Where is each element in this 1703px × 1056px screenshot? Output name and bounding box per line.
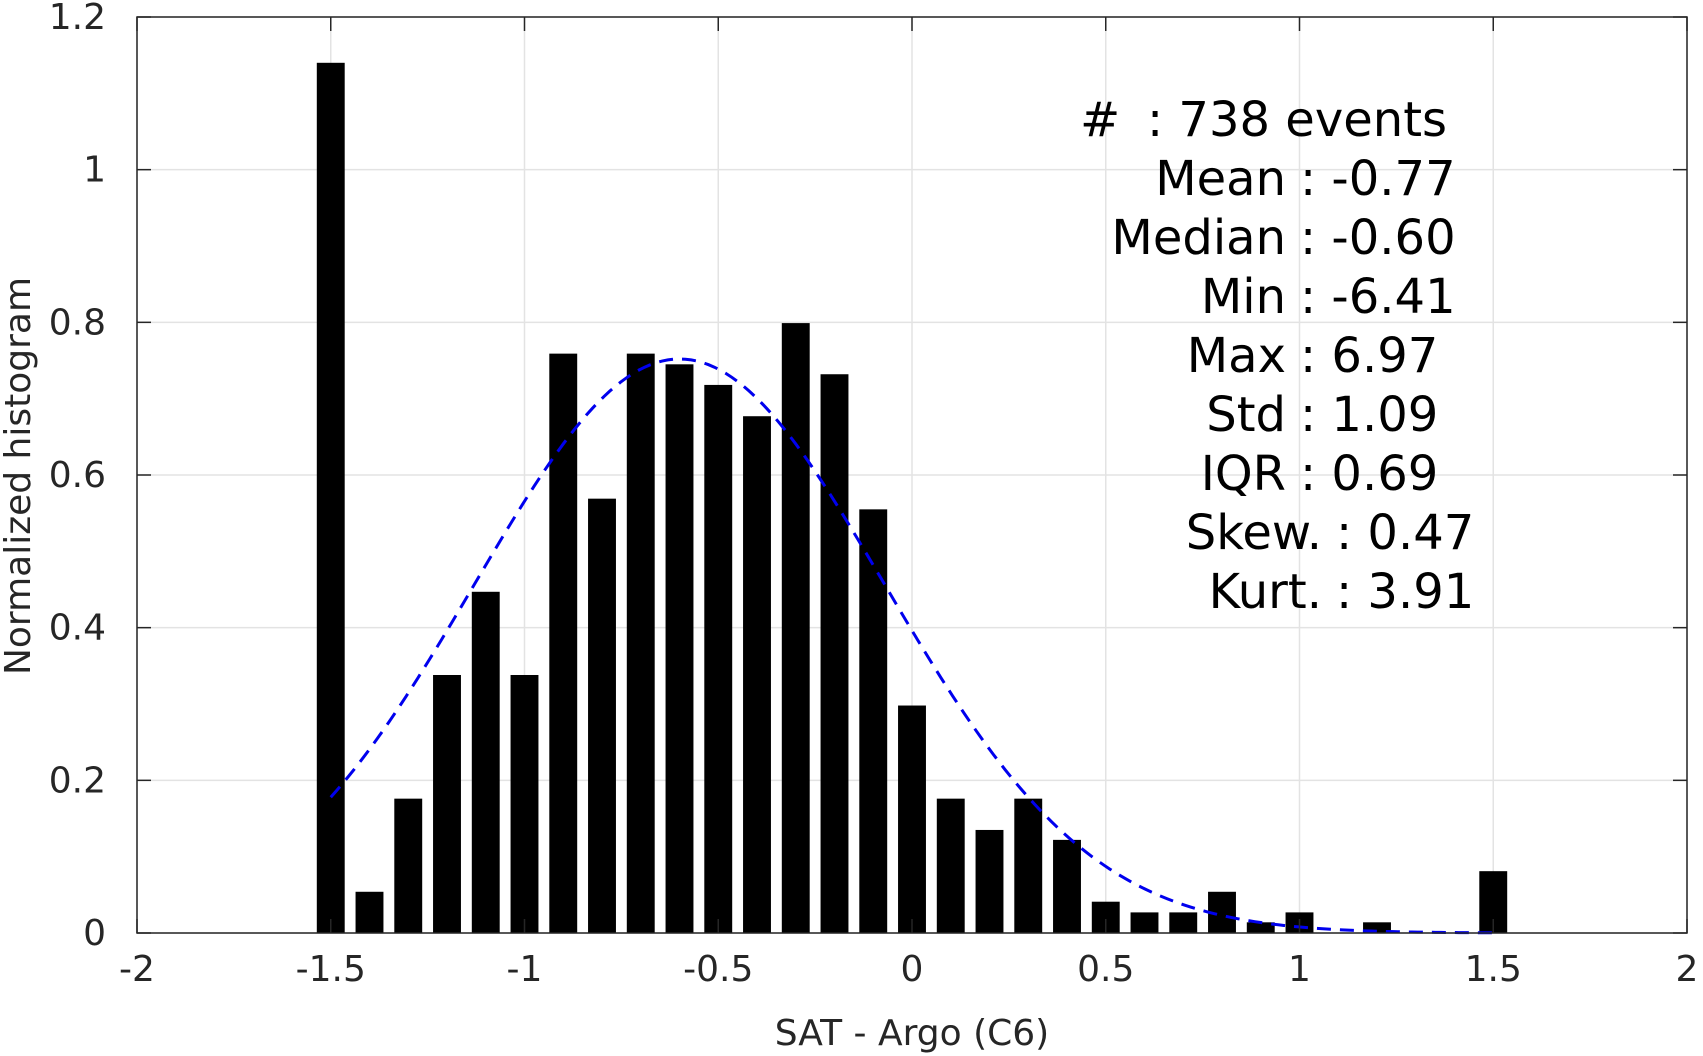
stat-value: : 738 events — [1147, 92, 1447, 148]
histogram-bar — [588, 498, 616, 933]
histogram-bar — [704, 384, 733, 934]
x-tick-label: -2 — [119, 949, 155, 990]
histogram-bar — [781, 323, 810, 933]
y-tick-label: 0.8 — [49, 302, 106, 343]
x-axis-tick-labels: -2 -1.5 -1 -0.5 0 0.5 1 1.5 2 — [119, 949, 1698, 990]
histogram-bar — [355, 891, 384, 933]
histogram-bar — [743, 416, 771, 933]
histogram-bar — [936, 798, 965, 933]
x-tick-label: 1.5 — [1465, 949, 1522, 990]
histogram-bar — [1246, 922, 1275, 933]
y-tick-label: 0.6 — [49, 455, 106, 496]
histogram-bar — [665, 364, 694, 934]
stat-label: # — [1080, 92, 1120, 148]
y-axis-label: Normalized histogram — [0, 277, 39, 675]
x-tick-label: 2 — [1676, 949, 1699, 990]
x-tick-label: 1 — [1288, 949, 1311, 990]
stat-value: : -6.41 — [1300, 269, 1456, 325]
x-tick-label: -1.5 — [296, 949, 366, 990]
stat-value: : 0.69 — [1300, 446, 1438, 502]
histogram-bar — [1130, 912, 1159, 933]
histogram-bar — [975, 829, 1004, 933]
histogram-bar — [1363, 922, 1391, 933]
stat-label: Mean — [1155, 151, 1286, 207]
y-tick-label: 1 — [83, 150, 106, 191]
stat-label: Skew. — [1186, 505, 1322, 561]
y-tick-label: 0 — [83, 913, 106, 954]
x-tick-label: -1 — [507, 949, 543, 990]
x-tick-label: 0 — [901, 949, 924, 990]
stat-label: Kurt. — [1209, 564, 1322, 620]
histogram-bar — [510, 674, 539, 933]
histogram-bar — [549, 353, 578, 933]
histogram-bar — [1053, 839, 1081, 933]
stat-value: : -0.77 — [1300, 151, 1456, 207]
stat-value: : 6.97 — [1300, 328, 1438, 384]
x-tick-label: -0.5 — [683, 949, 753, 990]
histogram-bar — [820, 374, 849, 933]
y-tick-label: 0.2 — [49, 760, 106, 801]
histogram-bar — [898, 705, 926, 933]
stat-label: Median — [1111, 210, 1286, 266]
x-tick-label: 0.5 — [1077, 949, 1134, 990]
stat-value: : 1.09 — [1300, 387, 1438, 443]
stat-value: : -0.60 — [1300, 210, 1456, 266]
histogram-bar — [394, 798, 423, 933]
histogram-bar — [626, 353, 655, 933]
histogram-bar — [433, 674, 461, 933]
stat-value: : 3.91 — [1336, 564, 1474, 620]
y-tick-label: 1.2 — [49, 0, 106, 38]
stat-label: Std — [1206, 387, 1286, 443]
axis-ticks — [136, 16, 1688, 934]
y-tick-label: 0.4 — [49, 608, 106, 649]
y-axis-tick-labels: 0 0.2 0.4 0.6 0.8 1 1.2 — [49, 0, 106, 954]
stat-label: Min — [1201, 269, 1286, 325]
histogram-bar — [1014, 798, 1043, 933]
stat-label: IQR — [1201, 446, 1286, 502]
histogram-bar — [471, 591, 500, 933]
stat-value: : 0.47 — [1336, 505, 1474, 561]
stat-label: Max — [1187, 328, 1286, 384]
histogram-bar — [1169, 912, 1198, 933]
histogram-bar — [859, 509, 888, 933]
histogram-bar — [316, 62, 345, 934]
x-axis-label: SAT - Argo (C6) — [775, 1013, 1049, 1054]
